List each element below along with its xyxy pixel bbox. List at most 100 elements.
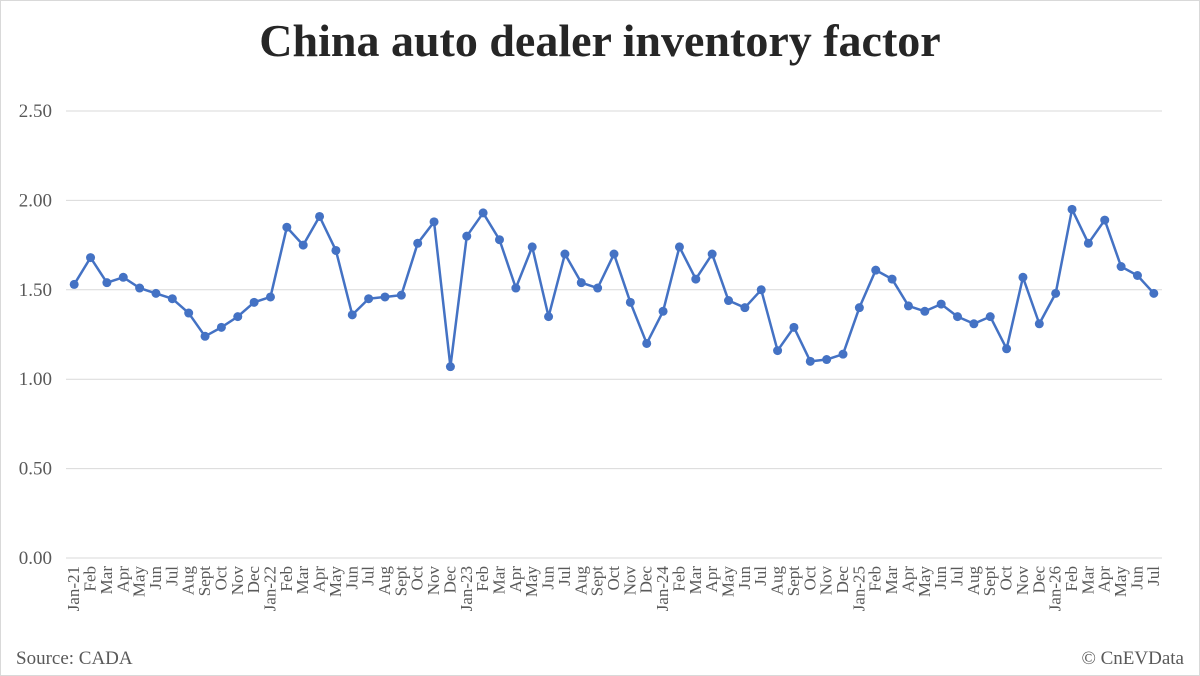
x-tick-label: Nov bbox=[424, 566, 443, 596]
data-point bbox=[135, 283, 145, 293]
data-point bbox=[167, 294, 177, 304]
x-tick-label: Aug bbox=[571, 566, 590, 596]
x-tick-label: Jan-21 bbox=[64, 566, 83, 611]
data-point bbox=[740, 303, 750, 313]
data-point bbox=[707, 249, 717, 259]
data-point bbox=[1100, 215, 1110, 225]
x-tick-label: Apr bbox=[113, 566, 132, 593]
x-tick-label: Dec bbox=[244, 566, 263, 594]
y-tick-label: 1.00 bbox=[19, 369, 52, 390]
data-point bbox=[69, 279, 79, 289]
data-point bbox=[151, 288, 161, 298]
x-tick-label: Jan-25 bbox=[849, 566, 868, 611]
x-tick-label: Jun bbox=[342, 566, 361, 590]
x-tick-label: Jan-23 bbox=[457, 566, 476, 611]
y-tick-label: 2.00 bbox=[19, 190, 52, 211]
y-tick-label: 1.50 bbox=[19, 280, 52, 301]
data-point bbox=[789, 322, 799, 332]
x-tick-label: Oct bbox=[408, 566, 427, 591]
x-tick-label: Apr bbox=[506, 566, 525, 593]
x-tick-label: Dec bbox=[833, 566, 852, 594]
data-point bbox=[282, 222, 292, 232]
x-tick-label: Aug bbox=[768, 566, 787, 596]
data-point bbox=[511, 283, 521, 293]
data-point bbox=[805, 356, 815, 366]
data-point bbox=[380, 292, 390, 302]
data-point bbox=[1132, 270, 1142, 280]
x-tick-label: Apr bbox=[310, 566, 329, 593]
x-tick-label: Jul bbox=[948, 566, 967, 586]
series-inventory-factor bbox=[69, 204, 1159, 372]
x-tick-label: Jun bbox=[931, 566, 950, 590]
data-point bbox=[265, 292, 275, 302]
x-tick-label: Apr bbox=[702, 566, 721, 593]
x-tick-label: May bbox=[915, 566, 934, 598]
x-tick-label: Aug bbox=[964, 566, 983, 596]
x-tick-label: Feb bbox=[1062, 566, 1081, 592]
credit-note: © CnEVData bbox=[1081, 648, 1184, 669]
x-tick-label: Nov bbox=[620, 566, 639, 596]
data-point bbox=[724, 296, 734, 306]
x-tick-label: May bbox=[522, 566, 541, 598]
data-point bbox=[413, 238, 423, 248]
data-point bbox=[593, 283, 603, 293]
x-tick-label: Mar bbox=[97, 566, 116, 595]
data-point bbox=[969, 319, 979, 329]
data-point bbox=[478, 208, 488, 218]
x-tick-label: Nov bbox=[1013, 566, 1032, 596]
data-point bbox=[445, 362, 455, 372]
x-tick-label: Oct bbox=[211, 566, 230, 591]
x-tick-label: Dec bbox=[1029, 566, 1048, 594]
x-tick-label: Mar bbox=[686, 566, 705, 595]
data-point bbox=[576, 278, 586, 288]
x-tick-label: Jul bbox=[555, 566, 574, 586]
data-point bbox=[396, 290, 406, 300]
x-tick-label: Mar bbox=[489, 566, 508, 595]
chart-title: China auto dealer inventory factor bbox=[259, 15, 941, 66]
data-point bbox=[822, 355, 832, 365]
data-point bbox=[1149, 288, 1159, 298]
x-tick-label: Feb bbox=[866, 566, 885, 592]
x-tick-label: Jun bbox=[146, 566, 165, 590]
x-tick-label: Oct bbox=[997, 566, 1016, 591]
data-point bbox=[102, 278, 112, 288]
x-tick-label: Sept bbox=[980, 566, 999, 597]
data-point bbox=[838, 349, 848, 359]
data-point bbox=[936, 299, 946, 309]
data-point bbox=[494, 235, 504, 245]
data-point bbox=[642, 338, 652, 348]
data-point bbox=[674, 242, 684, 252]
data-point bbox=[544, 312, 554, 322]
x-tick-label: May bbox=[130, 566, 149, 598]
x-tick-label: Sept bbox=[195, 566, 214, 597]
data-point bbox=[86, 253, 96, 263]
data-point bbox=[1051, 288, 1061, 298]
x-tick-label: Sept bbox=[391, 566, 410, 597]
x-tick-label: Aug bbox=[375, 566, 394, 596]
x-tick-label: Nov bbox=[228, 566, 247, 596]
data-point bbox=[773, 346, 783, 356]
data-point bbox=[347, 310, 357, 320]
x-tick-label: Jun bbox=[539, 566, 558, 590]
data-point bbox=[658, 306, 668, 316]
data-point bbox=[625, 297, 635, 307]
data-point bbox=[609, 249, 619, 259]
x-tick-label: Feb bbox=[669, 566, 688, 592]
data-point bbox=[249, 297, 259, 307]
data-point bbox=[118, 272, 128, 282]
gridlines bbox=[66, 110, 1162, 559]
x-tick-label: Dec bbox=[637, 566, 656, 594]
x-tick-label: Jan-24 bbox=[653, 566, 672, 612]
x-tick-label: May bbox=[719, 566, 738, 598]
x-tick-label: May bbox=[326, 566, 345, 598]
data-point bbox=[527, 242, 537, 252]
x-tick-label: Oct bbox=[604, 566, 623, 591]
x-tick-label: Feb bbox=[277, 566, 296, 592]
data-point bbox=[920, 306, 930, 316]
x-tick-label: Jul bbox=[1144, 566, 1163, 586]
data-point bbox=[1083, 238, 1093, 248]
data-point bbox=[560, 249, 570, 259]
data-point bbox=[429, 217, 439, 227]
data-point bbox=[1018, 272, 1028, 282]
data-point bbox=[985, 312, 995, 322]
